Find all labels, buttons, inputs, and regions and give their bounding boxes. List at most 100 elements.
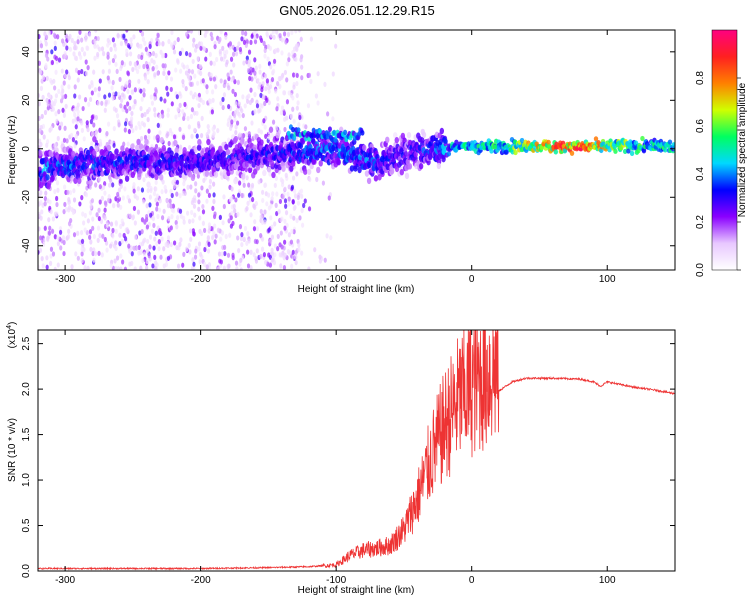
spectrogram-cell — [89, 239, 93, 245]
spectrogram-cell — [197, 102, 201, 109]
spectrogram-cell — [208, 225, 212, 231]
spectrogram-cell — [139, 135, 144, 142]
spectrogram-cell — [188, 144, 192, 151]
spectrogram-cell — [236, 235, 240, 241]
spectrogram-cell — [166, 91, 170, 97]
spectrogram-cell — [262, 118, 266, 124]
spectrogram-cell — [150, 58, 154, 64]
spectrogram-cell — [80, 68, 84, 75]
spectrogram-cell — [167, 140, 171, 147]
spectrogram-cell — [282, 109, 286, 115]
y-tick-label: 0 — [21, 146, 32, 152]
spectrogram-cell — [195, 80, 200, 86]
spectrogram-cell — [70, 264, 74, 270]
spectrogram-cell — [241, 30, 245, 36]
spectrogram-cell — [46, 105, 51, 111]
spectrogram-cell — [206, 234, 210, 241]
spectrogram-cell — [178, 126, 182, 132]
spectrogram-cell — [244, 31, 248, 37]
spectrogram-cell — [285, 99, 290, 105]
spectrogram-cell — [240, 108, 244, 114]
spectrogram-cell — [233, 109, 238, 116]
spectrogram-cell — [163, 98, 167, 104]
spectrogram-cell — [258, 69, 262, 75]
spectrogram-cell — [245, 59, 249, 65]
spectrogram-cell — [220, 230, 224, 236]
x-tick-label: 0 — [469, 274, 475, 285]
spectrogram-cell — [287, 201, 291, 207]
spectrogram-cell — [289, 213, 293, 219]
spectrogram-cell — [285, 61, 289, 67]
spectrogram-cell — [53, 45, 57, 51]
spectrogram-cell — [292, 84, 296, 90]
spectrogram-cell — [196, 120, 201, 127]
spectrogram-cell — [235, 266, 239, 270]
spectrogram-cell — [187, 75, 191, 82]
spectrogram-cell — [152, 222, 156, 229]
spectrogram-cell — [274, 175, 278, 181]
spectrogram-y-ticks: -40 -20 0 20 40 — [21, 46, 675, 253]
spectrogram-cell — [133, 220, 137, 226]
spectrogram-cell — [135, 195, 140, 201]
spectrogram-cell — [176, 263, 181, 269]
spectrogram-cell — [130, 171, 136, 179]
spectrogram-cell — [313, 247, 317, 253]
spectrogram-cell — [229, 223, 234, 229]
spectrogram-cell — [118, 241, 122, 247]
spectrogram-cell — [120, 60, 124, 66]
spectrogram-cell — [46, 101, 50, 107]
spectrogram-cell — [83, 212, 87, 219]
spectrogram-cell — [45, 75, 49, 82]
spectrogram-cell — [284, 210, 289, 216]
spectrogram-cell — [279, 217, 283, 223]
spectrogram-cell — [97, 92, 101, 98]
spectrogram-cell — [539, 145, 545, 151]
spectrogram-cell — [673, 142, 675, 148]
spectrogram-cell — [209, 98, 213, 105]
spectrogram-cell — [217, 251, 222, 257]
spectrogram-cell — [46, 235, 50, 241]
spectrogram-cell — [206, 123, 210, 130]
spectrogram-cell — [127, 198, 132, 204]
spectrogram-cell — [252, 168, 258, 175]
spectrogram-cell — [223, 244, 227, 250]
spectrogram-cell — [174, 147, 179, 154]
spectrogram-cell — [290, 184, 295, 190]
spectrogram-cell — [235, 45, 240, 51]
y-tick-label: -20 — [21, 190, 32, 205]
spectrogram-cell — [232, 62, 236, 68]
spectrogram-cell — [233, 91, 238, 98]
spectrogram-cell — [233, 117, 237, 123]
spectrogram-cell — [169, 86, 173, 93]
spectrogram-cell — [607, 147, 612, 153]
spectrogram-cell — [130, 89, 134, 95]
spectrogram-cell — [223, 53, 227, 59]
spectrogram-cell — [50, 174, 55, 182]
spectrogram-cell — [270, 247, 274, 253]
spectrogram-cell — [296, 100, 300, 106]
spectrogram-cell — [169, 241, 173, 248]
spectrogram-cell — [248, 75, 252, 82]
spectrogram-cell — [221, 96, 225, 103]
snr-frame — [37, 329, 676, 572]
spectrogram-cell — [261, 81, 265, 87]
spectrogram-cell — [143, 219, 147, 225]
spectrogram-cell — [293, 52, 297, 58]
spectrogram-cell — [115, 68, 119, 74]
spectrogram-cell — [259, 233, 263, 239]
spectrogram-cell — [151, 263, 155, 269]
spectrogram-cell — [211, 133, 215, 139]
colorbar-tick-label: 0.2 — [695, 215, 706, 229]
spectrogram-cell — [50, 59, 55, 66]
spectrogram-cell — [271, 68, 276, 74]
spectrogram-cell — [420, 137, 425, 144]
spectrogram-cell — [74, 67, 79, 73]
spectrogram-cell — [227, 85, 231, 91]
spectrogram-cell — [142, 122, 147, 128]
spectrogram-cell — [71, 118, 75, 124]
spectrogram-cell — [176, 106, 180, 113]
spectrogram-cell — [629, 150, 635, 156]
spectrogram-cell — [246, 67, 251, 74]
spectrogram-cell — [54, 55, 59, 62]
spectrogram-cell — [52, 32, 56, 38]
